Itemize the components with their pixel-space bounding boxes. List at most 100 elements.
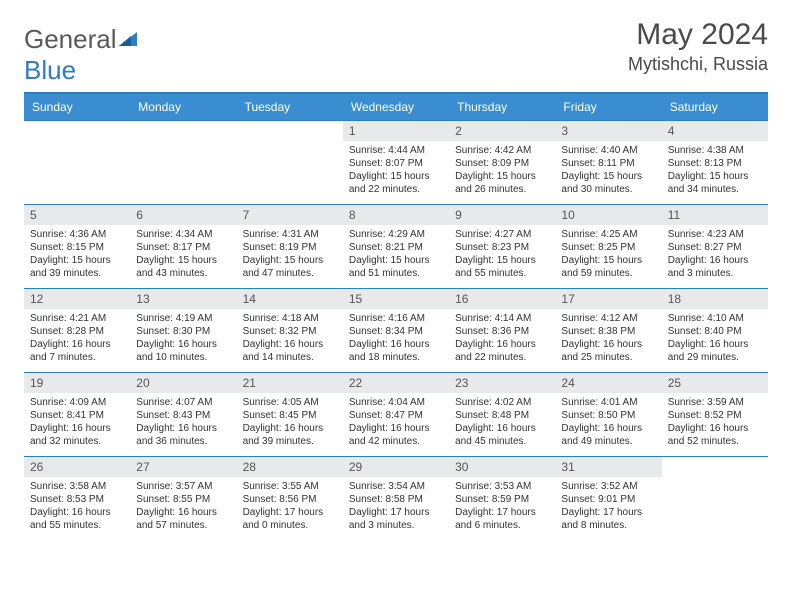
sunset-line: Sunset: 8:58 PM xyxy=(349,493,443,506)
day-details: Sunrise: 4:40 AMSunset: 8:11 PMDaylight:… xyxy=(555,141,661,204)
daylight-line: Daylight: 16 hours and 10 minutes. xyxy=(136,338,230,364)
sunrise-line: Sunrise: 4:10 AM xyxy=(668,312,762,325)
day-details: Sunrise: 4:02 AMSunset: 8:48 PMDaylight:… xyxy=(449,393,555,456)
sunrise-line: Sunrise: 4:18 AM xyxy=(243,312,337,325)
sunrise-line: Sunrise: 4:02 AM xyxy=(455,396,549,409)
sunset-line: Sunset: 8:21 PM xyxy=(349,241,443,254)
calendar-day-cell: 3Sunrise: 4:40 AMSunset: 8:11 PMDaylight… xyxy=(555,121,661,205)
sunset-line: Sunset: 8:36 PM xyxy=(455,325,549,338)
sunset-line: Sunset: 8:32 PM xyxy=(243,325,337,338)
sunset-line: Sunset: 8:47 PM xyxy=(349,409,443,422)
calendar-day-cell: 6Sunrise: 4:34 AMSunset: 8:17 PMDaylight… xyxy=(130,205,236,289)
calendar-day-cell: 27Sunrise: 3:57 AMSunset: 8:55 PMDayligh… xyxy=(130,457,236,541)
sunset-line: Sunset: 8:30 PM xyxy=(136,325,230,338)
day-details: Sunrise: 4:27 AMSunset: 8:23 PMDaylight:… xyxy=(449,225,555,288)
daylight-line: Daylight: 16 hours and 49 minutes. xyxy=(561,422,655,448)
weekday-header: Wednesday xyxy=(343,94,449,121)
calendar-day-cell: 9Sunrise: 4:27 AMSunset: 8:23 PMDaylight… xyxy=(449,205,555,289)
brand-logo: GeneralBlue xyxy=(24,18,139,86)
calendar-day-cell xyxy=(662,457,768,541)
daylight-line: Daylight: 16 hours and 3 minutes. xyxy=(668,254,762,280)
calendar-day-cell: 25Sunrise: 3:59 AMSunset: 8:52 PMDayligh… xyxy=(662,373,768,457)
day-number: 8 xyxy=(343,205,449,225)
calendar-day-cell: 15Sunrise: 4:16 AMSunset: 8:34 PMDayligh… xyxy=(343,289,449,373)
day-details xyxy=(24,141,130,199)
sunset-line: Sunset: 8:07 PM xyxy=(349,157,443,170)
sunset-line: Sunset: 8:52 PM xyxy=(668,409,762,422)
day-number: 30 xyxy=(449,457,555,477)
calendar-day-cell: 5Sunrise: 4:36 AMSunset: 8:15 PMDaylight… xyxy=(24,205,130,289)
day-details: Sunrise: 3:59 AMSunset: 8:52 PMDaylight:… xyxy=(662,393,768,456)
day-details: Sunrise: 4:36 AMSunset: 8:15 PMDaylight:… xyxy=(24,225,130,288)
daylight-line: Daylight: 15 hours and 39 minutes. xyxy=(30,254,124,280)
day-details xyxy=(237,141,343,199)
day-details: Sunrise: 3:57 AMSunset: 8:55 PMDaylight:… xyxy=(130,477,236,540)
sunset-line: Sunset: 8:11 PM xyxy=(561,157,655,170)
daylight-line: Daylight: 16 hours and 14 minutes. xyxy=(243,338,337,364)
day-details: Sunrise: 4:16 AMSunset: 8:34 PMDaylight:… xyxy=(343,309,449,372)
sunset-line: Sunset: 8:59 PM xyxy=(455,493,549,506)
day-number: 25 xyxy=(662,373,768,393)
sunset-line: Sunset: 8:41 PM xyxy=(30,409,124,422)
calendar-body: 1Sunrise: 4:44 AMSunset: 8:07 PMDaylight… xyxy=(24,121,768,541)
daylight-line: Daylight: 15 hours and 26 minutes. xyxy=(455,170,549,196)
day-number: 5 xyxy=(24,205,130,225)
day-details: Sunrise: 4:14 AMSunset: 8:36 PMDaylight:… xyxy=(449,309,555,372)
daylight-line: Daylight: 16 hours and 7 minutes. xyxy=(30,338,124,364)
sunset-line: Sunset: 8:23 PM xyxy=(455,241,549,254)
day-number: 13 xyxy=(130,289,236,309)
sunrise-line: Sunrise: 4:05 AM xyxy=(243,396,337,409)
day-number: 15 xyxy=(343,289,449,309)
daylight-line: Daylight: 16 hours and 57 minutes. xyxy=(136,506,230,532)
sunrise-line: Sunrise: 4:21 AM xyxy=(30,312,124,325)
calendar-week-row: 26Sunrise: 3:58 AMSunset: 8:53 PMDayligh… xyxy=(24,457,768,541)
sunset-line: Sunset: 8:15 PM xyxy=(30,241,124,254)
day-number xyxy=(24,121,130,141)
sunrise-line: Sunrise: 4:34 AM xyxy=(136,228,230,241)
daylight-line: Daylight: 15 hours and 43 minutes. xyxy=(136,254,230,280)
day-details: Sunrise: 3:55 AMSunset: 8:56 PMDaylight:… xyxy=(237,477,343,540)
day-number xyxy=(662,457,768,477)
day-details: Sunrise: 4:10 AMSunset: 8:40 PMDaylight:… xyxy=(662,309,768,372)
day-details: Sunrise: 3:54 AMSunset: 8:58 PMDaylight:… xyxy=(343,477,449,540)
sunrise-line: Sunrise: 4:36 AM xyxy=(30,228,124,241)
daylight-line: Daylight: 15 hours and 47 minutes. xyxy=(243,254,337,280)
day-details: Sunrise: 4:29 AMSunset: 8:21 PMDaylight:… xyxy=(343,225,449,288)
daylight-line: Daylight: 17 hours and 0 minutes. xyxy=(243,506,337,532)
calendar-table: SundayMondayTuesdayWednesdayThursdayFrid… xyxy=(24,94,768,540)
sunset-line: Sunset: 8:09 PM xyxy=(455,157,549,170)
day-details: Sunrise: 4:44 AMSunset: 8:07 PMDaylight:… xyxy=(343,141,449,204)
day-number: 14 xyxy=(237,289,343,309)
day-details: Sunrise: 4:34 AMSunset: 8:17 PMDaylight:… xyxy=(130,225,236,288)
day-details: Sunrise: 4:31 AMSunset: 8:19 PMDaylight:… xyxy=(237,225,343,288)
sunset-line: Sunset: 8:55 PM xyxy=(136,493,230,506)
sunset-line: Sunset: 8:27 PM xyxy=(668,241,762,254)
daylight-line: Daylight: 16 hours and 29 minutes. xyxy=(668,338,762,364)
sunset-line: Sunset: 8:13 PM xyxy=(668,157,762,170)
sunrise-line: Sunrise: 3:59 AM xyxy=(668,396,762,409)
sunrise-line: Sunrise: 4:25 AM xyxy=(561,228,655,241)
daylight-line: Daylight: 17 hours and 8 minutes. xyxy=(561,506,655,532)
calendar-day-cell: 7Sunrise: 4:31 AMSunset: 8:19 PMDaylight… xyxy=(237,205,343,289)
day-number: 31 xyxy=(555,457,661,477)
sunset-line: Sunset: 8:28 PM xyxy=(30,325,124,338)
calendar-day-cell: 2Sunrise: 4:42 AMSunset: 8:09 PMDaylight… xyxy=(449,121,555,205)
brand-name: GeneralBlue xyxy=(24,24,139,86)
calendar-day-cell: 28Sunrise: 3:55 AMSunset: 8:56 PMDayligh… xyxy=(237,457,343,541)
day-number: 29 xyxy=(343,457,449,477)
calendar-week-row: 1Sunrise: 4:44 AMSunset: 8:07 PMDaylight… xyxy=(24,121,768,205)
day-details: Sunrise: 4:01 AMSunset: 8:50 PMDaylight:… xyxy=(555,393,661,456)
calendar-week-row: 12Sunrise: 4:21 AMSunset: 8:28 PMDayligh… xyxy=(24,289,768,373)
daylight-line: Daylight: 16 hours and 52 minutes. xyxy=(668,422,762,448)
day-number: 26 xyxy=(24,457,130,477)
calendar-day-cell: 30Sunrise: 3:53 AMSunset: 8:59 PMDayligh… xyxy=(449,457,555,541)
day-details: Sunrise: 3:53 AMSunset: 8:59 PMDaylight:… xyxy=(449,477,555,540)
day-number: 2 xyxy=(449,121,555,141)
day-details: Sunrise: 4:18 AMSunset: 8:32 PMDaylight:… xyxy=(237,309,343,372)
calendar-day-cell: 26Sunrise: 3:58 AMSunset: 8:53 PMDayligh… xyxy=(24,457,130,541)
calendar-day-cell: 16Sunrise: 4:14 AMSunset: 8:36 PMDayligh… xyxy=(449,289,555,373)
brand-name-part1: General xyxy=(24,24,117,54)
day-number: 18 xyxy=(662,289,768,309)
day-details: Sunrise: 3:52 AMSunset: 9:01 PMDaylight:… xyxy=(555,477,661,540)
sunrise-line: Sunrise: 4:40 AM xyxy=(561,144,655,157)
